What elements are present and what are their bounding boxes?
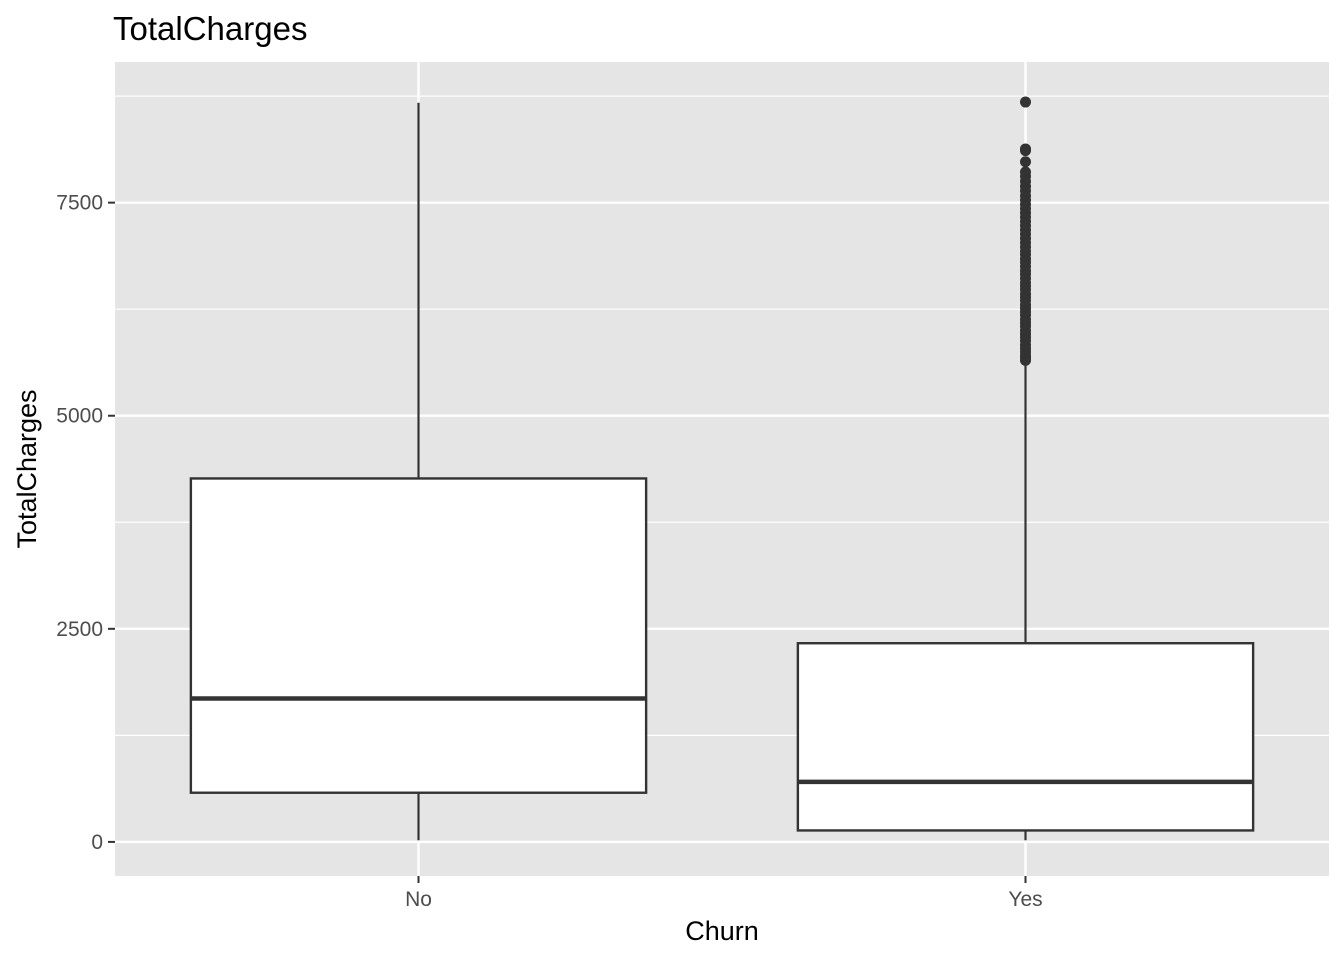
axes: 0 2500 5000 7500 No Yes	[56, 192, 1042, 911]
outlier-point	[1020, 166, 1031, 178]
y-tick-label: 7500	[56, 192, 103, 215]
x-tick-label: Yes	[1008, 888, 1042, 911]
y-tick-label: 0	[91, 831, 103, 854]
y-axis-title: TotalCharges	[12, 389, 42, 548]
y-tick-label: 5000	[56, 405, 103, 428]
x-tick-label: No	[405, 888, 432, 911]
outlier-point	[1020, 96, 1031, 108]
box-iqr	[189, 477, 648, 794]
chart-title: TotalCharges	[113, 10, 307, 47]
outlier-point	[1020, 156, 1031, 168]
box-no	[189, 102, 648, 841]
box-iqr	[796, 642, 1255, 832]
outlier-point	[1020, 143, 1031, 155]
y-tick-label: 2500	[56, 618, 103, 641]
x-axis-title: Churn	[685, 916, 759, 946]
boxes	[189, 96, 1255, 841]
box-yes	[796, 96, 1255, 841]
